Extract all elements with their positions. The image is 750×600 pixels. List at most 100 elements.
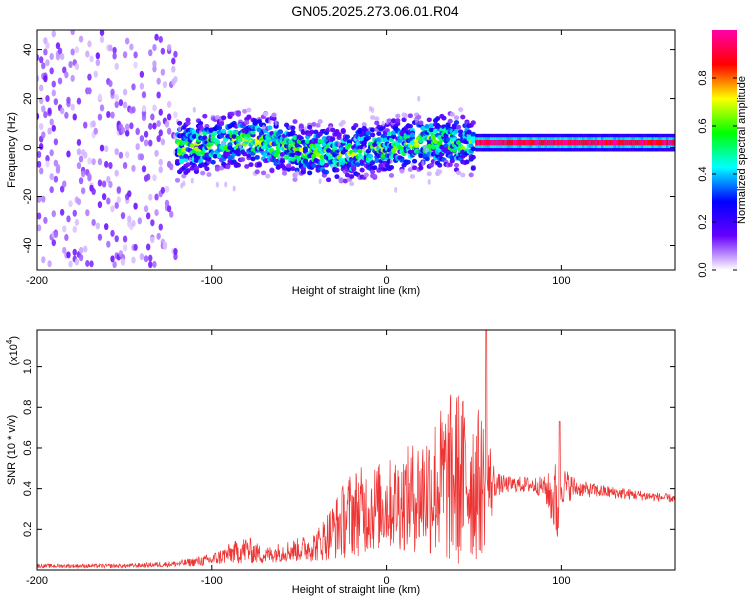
spectrogram-cell bbox=[143, 139, 149, 147]
spectrogram-cell bbox=[599, 139, 602, 146]
spectrogram-cell bbox=[87, 73, 92, 81]
spectrogram-cell bbox=[430, 134, 437, 140]
spectrogram-cell bbox=[85, 259, 90, 267]
spectrogram-cell bbox=[154, 193, 159, 201]
spectrogram-cell bbox=[37, 112, 40, 120]
spectrogram-cell bbox=[45, 59, 50, 67]
spectrogram-cell bbox=[279, 159, 286, 164]
spectrogram-cell bbox=[166, 127, 172, 135]
spectrogram-cell bbox=[114, 101, 119, 109]
spectrogram-cell bbox=[447, 162, 453, 168]
spectrogram-cell bbox=[152, 122, 157, 130]
y-tick-label: 0 bbox=[22, 144, 34, 150]
spectrogram-cell bbox=[156, 120, 161, 128]
spectrogram-cell bbox=[97, 113, 103, 121]
spectrogram-cell bbox=[156, 77, 161, 85]
spectrogram-cell bbox=[451, 124, 458, 130]
spectrogram-cell bbox=[374, 116, 380, 122]
spectrogram-cell bbox=[171, 57, 176, 65]
spectrogram-cell bbox=[370, 127, 376, 133]
spectrogram-cell bbox=[158, 129, 163, 137]
spectrogram-cell bbox=[173, 111, 178, 119]
spectrogram-cell bbox=[371, 107, 375, 114]
snr-plot-area bbox=[37, 330, 675, 570]
spectrogram-cell bbox=[588, 139, 591, 146]
spectrogram-cell bbox=[657, 139, 661, 146]
spectrogram-cell bbox=[315, 152, 321, 158]
spectrogram-cell bbox=[122, 235, 128, 243]
spectrogram-cell bbox=[173, 75, 178, 83]
spectrogram-cell bbox=[372, 165, 378, 171]
spectrogram-cell bbox=[78, 177, 84, 185]
y-tick-label: 1.0 bbox=[22, 359, 34, 374]
spectrogram-cell bbox=[395, 113, 401, 119]
spectrogram-cell bbox=[544, 139, 547, 146]
spectrogram-cell bbox=[456, 124, 462, 130]
spectrogram-cell bbox=[367, 153, 374, 159]
spectrogram-cell bbox=[458, 107, 464, 112]
spectrogram-cell bbox=[567, 139, 570, 146]
spectrogram-cell bbox=[586, 139, 589, 146]
spectrogram-cell bbox=[80, 170, 86, 178]
spectrogram-cell bbox=[101, 193, 107, 201]
spectrogram-cell bbox=[381, 120, 385, 127]
spectrogram-cell bbox=[286, 163, 292, 169]
spectrogram-cell bbox=[156, 91, 161, 99]
spectrogram-cell bbox=[89, 260, 94, 268]
spectrogram-cell bbox=[216, 153, 223, 159]
spectrogram-cell bbox=[254, 154, 260, 160]
spectrogram-cell bbox=[129, 43, 134, 51]
spectrogram-cell bbox=[290, 152, 296, 158]
spectrogram-cell bbox=[45, 95, 50, 103]
spectrogram-cell bbox=[370, 160, 376, 166]
spectrogram-cell bbox=[336, 132, 342, 138]
spectrogram-cells bbox=[37, 30, 675, 269]
spectrogram-cell bbox=[51, 239, 56, 247]
spectrogram-cell bbox=[325, 177, 332, 183]
spectrogram-cell bbox=[45, 41, 50, 49]
spectrogram-cell bbox=[456, 140, 462, 145]
spectrogram-cell bbox=[122, 88, 128, 96]
spectrogram-cell bbox=[145, 212, 151, 220]
spectrogram-cell bbox=[416, 114, 422, 120]
spectrogram-cell bbox=[97, 179, 103, 187]
spectrogram-cell bbox=[449, 112, 455, 117]
spectrogram-cell bbox=[313, 138, 319, 143]
spectrogram-cell bbox=[254, 169, 260, 175]
spectrogram-cell bbox=[645, 139, 648, 146]
spectrogram-cell bbox=[271, 116, 277, 122]
spectrogram-cell bbox=[355, 140, 361, 146]
spectrogram-cell bbox=[208, 141, 214, 147]
spectrogram-cell bbox=[330, 136, 336, 142]
spectrogram-cell bbox=[342, 178, 348, 184]
spectrogram-cell bbox=[666, 139, 669, 146]
spectrogram-cell bbox=[235, 151, 241, 157]
spectrogram-cell bbox=[37, 195, 42, 203]
spectrogram-cell bbox=[409, 132, 416, 138]
spectrogram-cell bbox=[41, 62, 46, 70]
spectrogram-cell bbox=[494, 139, 497, 146]
spectrogram-cell bbox=[362, 146, 366, 153]
spectrogram-cell bbox=[212, 130, 218, 136]
y-tick-label: -40 bbox=[22, 238, 34, 254]
spectrogram-cell bbox=[116, 196, 122, 204]
spectrogram-cell bbox=[49, 173, 54, 181]
spectrogram-cell bbox=[573, 139, 577, 146]
spectrogram-cell bbox=[152, 65, 157, 73]
spectrogram-cell bbox=[37, 151, 42, 159]
spectrogram-cell bbox=[418, 165, 424, 171]
spectrogram-cell bbox=[152, 43, 157, 51]
spectrogram-cell bbox=[70, 103, 75, 111]
spectrogram-cell bbox=[164, 199, 170, 207]
spectrogram-cell bbox=[294, 167, 300, 173]
spectrogram-cell bbox=[59, 185, 65, 193]
spectrogram-cell bbox=[303, 125, 308, 132]
spectrogram-cell bbox=[428, 123, 434, 129]
spectrogram-cell bbox=[346, 142, 353, 148]
spectrogram-cell bbox=[580, 139, 583, 146]
spectrogram-cell bbox=[250, 129, 256, 135]
spectrogram-cell bbox=[193, 146, 200, 152]
spectrogram-cell bbox=[62, 225, 67, 233]
spectrogram-cell bbox=[210, 159, 216, 165]
spectrogram-cell bbox=[349, 174, 355, 179]
